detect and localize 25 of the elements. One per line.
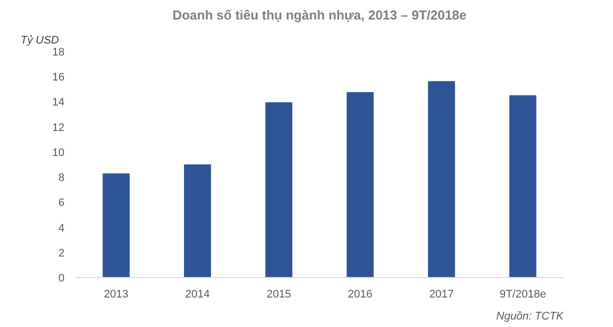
x-tick-label: 2015	[266, 288, 292, 300]
y-tick-label: 4	[58, 222, 65, 234]
bar	[265, 102, 292, 278]
y-tick-label: 14	[52, 96, 65, 109]
y-tick-label: 16	[52, 72, 65, 84]
y-tick-label: 0	[58, 272, 65, 284]
bar	[428, 81, 456, 278]
bar	[509, 95, 536, 278]
y-tick-label: 6	[58, 197, 65, 210]
bar	[102, 173, 130, 278]
text: Nguồn: TCTK	[496, 310, 564, 322]
chart-title: Doanh số tiêu thụ ngành nhựa, 2013 – 9T/2018e	[172, 8, 467, 22]
y-tick-label: 8	[58, 172, 65, 184]
x-tick-label: 2014	[185, 288, 210, 300]
y-tick-label: 2	[58, 247, 65, 260]
y-tick-label: 18	[52, 46, 65, 58]
y-tick-label: 12	[52, 122, 65, 134]
y-axis-title: Tỷ USD	[20, 34, 60, 46]
y-tick-label: 10	[52, 146, 65, 159]
x-tick-label: 2016	[348, 288, 372, 300]
x-tick-label: 2017	[429, 288, 454, 300]
x-tick-label: 2013	[104, 288, 128, 300]
x-tick-label: 9T/2018e	[500, 288, 546, 300]
bar	[184, 164, 212, 278]
bar	[346, 92, 374, 278]
